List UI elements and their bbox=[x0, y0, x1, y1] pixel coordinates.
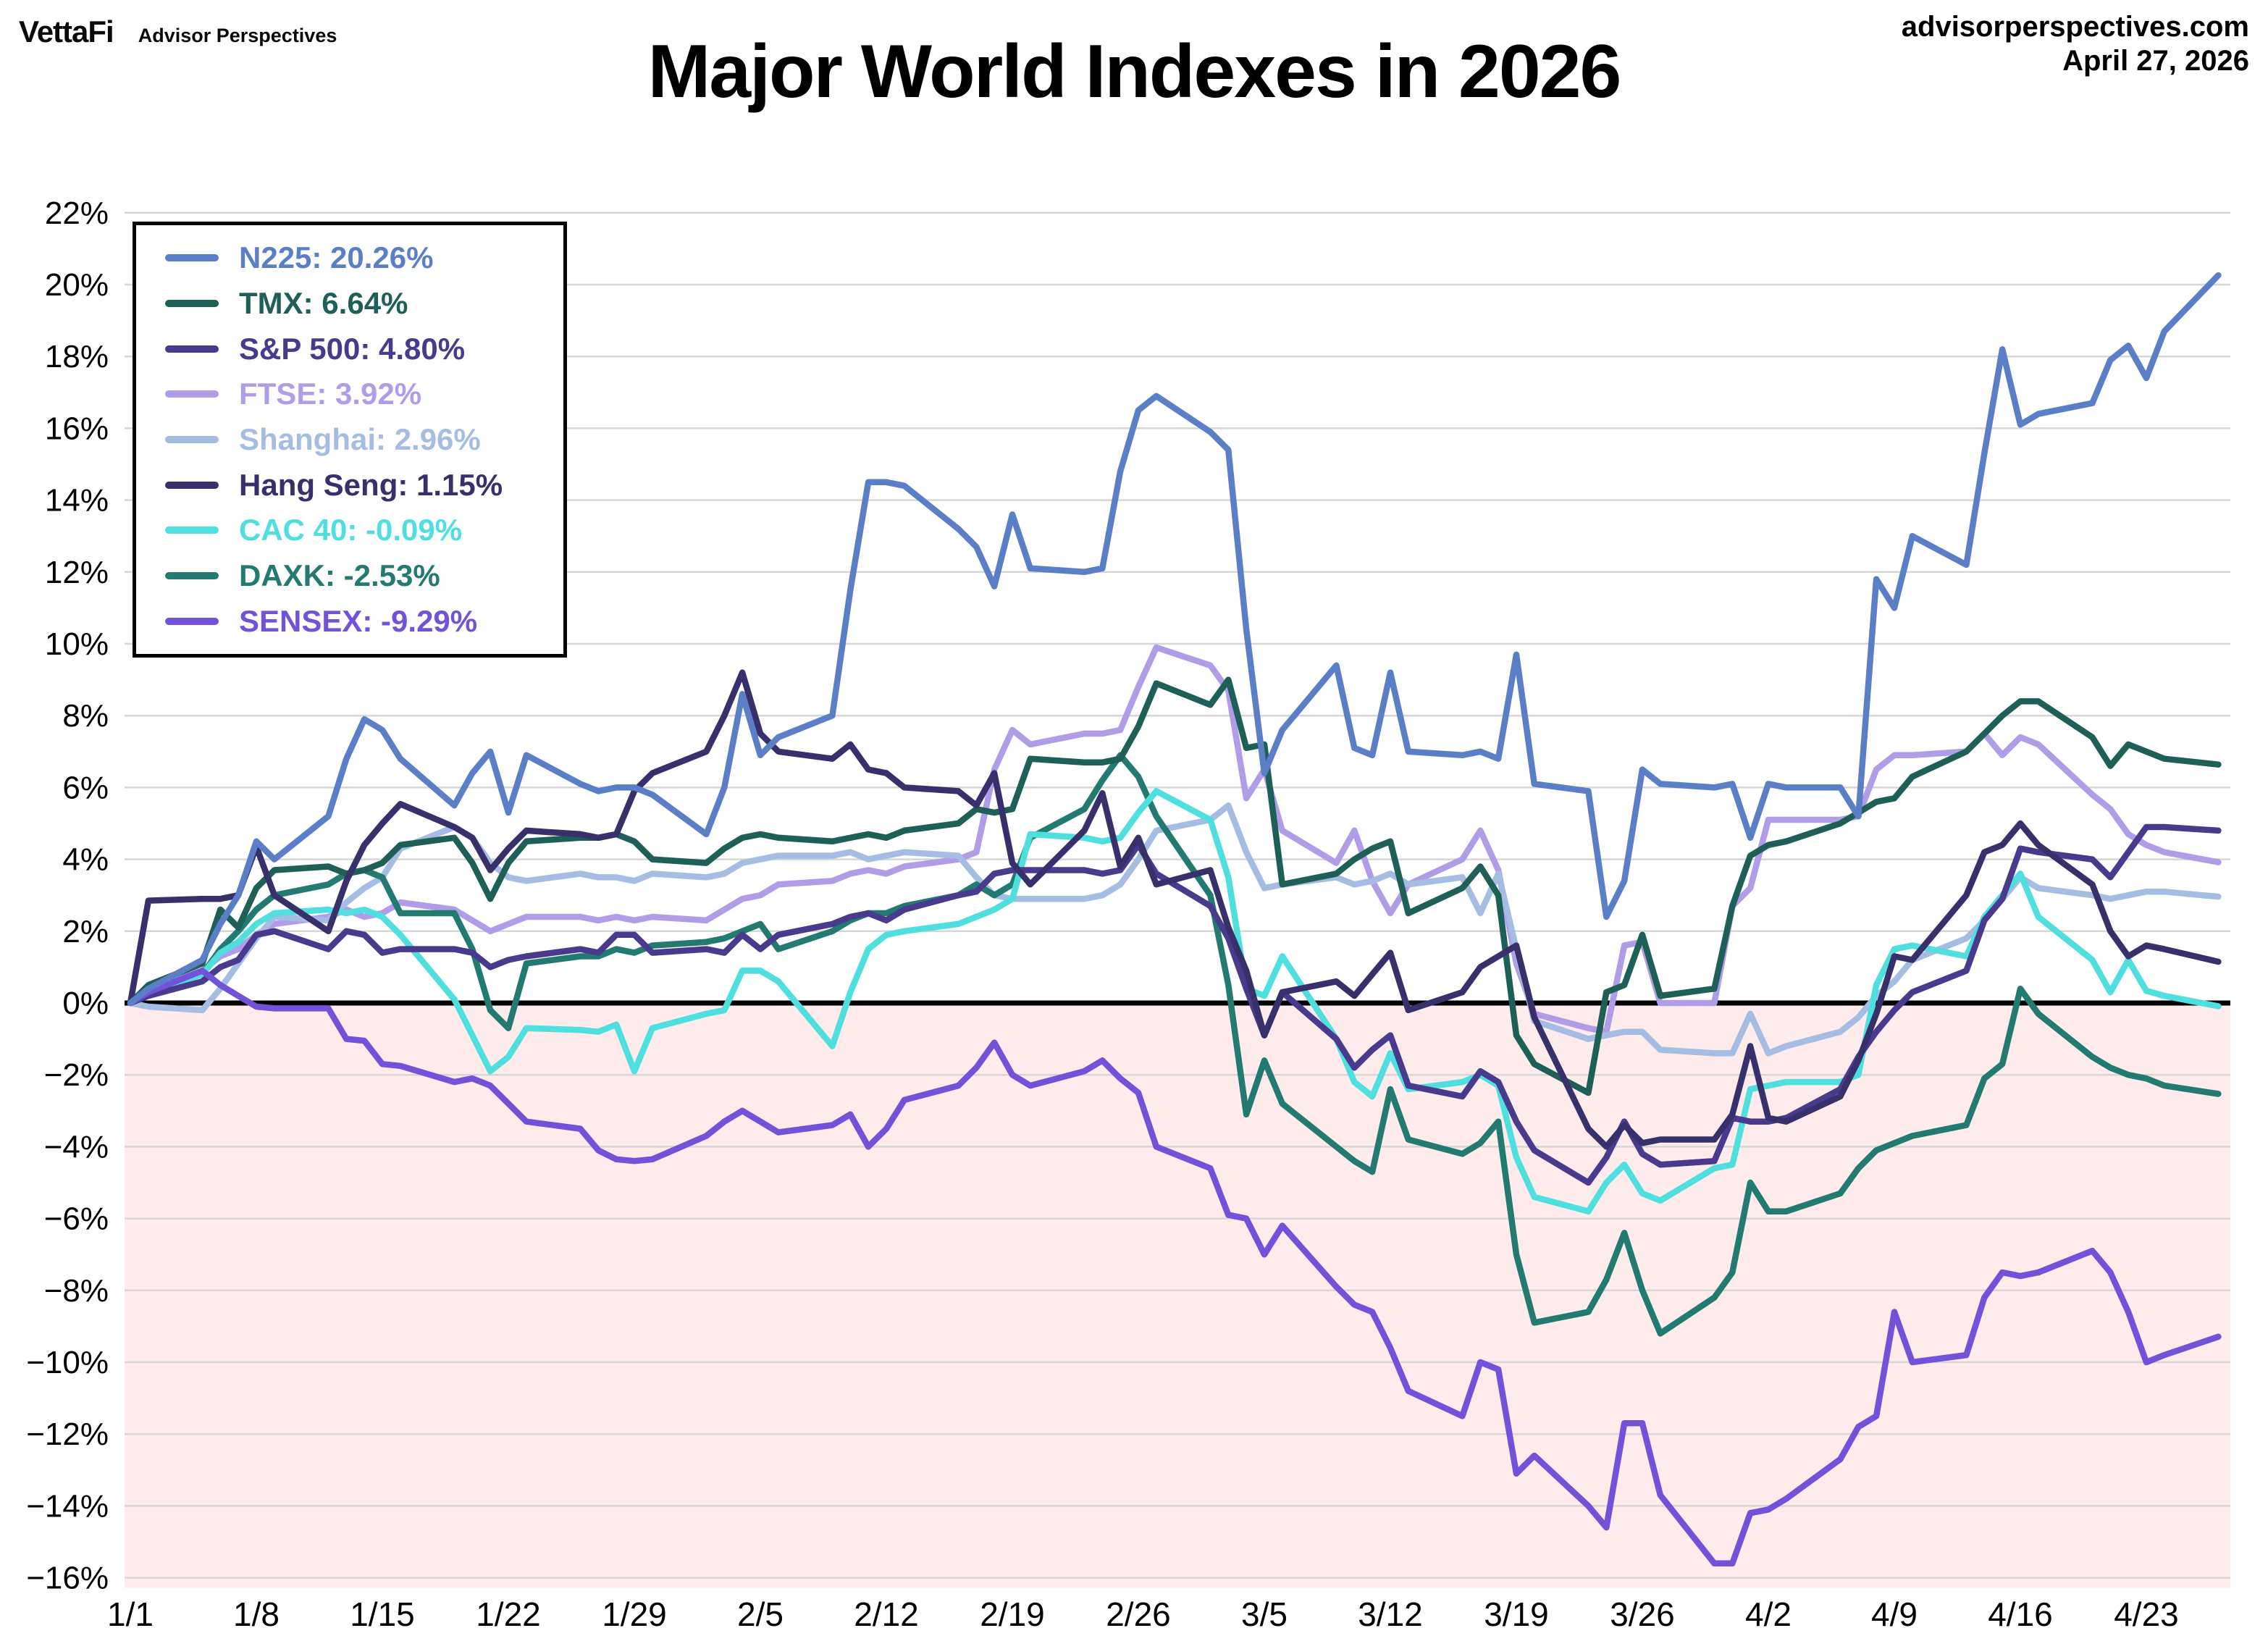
legend-label-shanghai: Shanghai: 2.96% bbox=[239, 421, 481, 456]
legend-label-hang-seng: Hang Seng: 1.15% bbox=[239, 467, 503, 502]
y-tick-label: 6% bbox=[62, 770, 109, 805]
x-tick-label: 4/23 bbox=[2114, 1595, 2179, 1633]
x-tick-label: 3/19 bbox=[1484, 1595, 1549, 1633]
series-line-daxk bbox=[127, 752, 2222, 1337]
y-tick-label: −12% bbox=[26, 1417, 109, 1452]
legend-label-s-p-500: S&P 500: 4.80% bbox=[239, 331, 466, 366]
chart-date: April 27, 2026 bbox=[2062, 45, 2249, 77]
legend-label-n225: N225: 20.26% bbox=[239, 240, 434, 275]
y-tick-label: 10% bbox=[45, 626, 109, 662]
y-tick-label: 22% bbox=[45, 196, 109, 231]
series-line-n225 bbox=[127, 272, 2222, 1007]
series-line-hang-seng bbox=[127, 669, 2222, 1150]
legend-swatch-s-p-500 bbox=[165, 345, 219, 353]
y-tick-label: 16% bbox=[45, 411, 109, 446]
vettafi-logo-text: VettaFi bbox=[19, 14, 114, 49]
legend-item-hang-seng: Hang Seng: 1.15% bbox=[165, 468, 563, 503]
y-tick-label: −4% bbox=[44, 1129, 109, 1165]
x-tick-label: 3/5 bbox=[1241, 1595, 1288, 1633]
legend-item-n225: N225: 20.26% bbox=[165, 240, 563, 275]
legend-swatch-daxk bbox=[165, 571, 219, 579]
advisor-perspectives-text: Advisor Perspectives bbox=[138, 25, 337, 46]
x-tick-label: 4/9 bbox=[1871, 1595, 1918, 1633]
y-tick-label: 2% bbox=[62, 914, 109, 949]
series-line-tmx bbox=[127, 676, 2222, 1096]
series-line-sensex bbox=[127, 968, 2222, 1567]
x-tick-label: 1/29 bbox=[602, 1595, 667, 1633]
y-tick-label: 8% bbox=[62, 698, 109, 734]
y-tick-label: 14% bbox=[45, 483, 109, 519]
y-tick-label: 4% bbox=[62, 842, 109, 878]
x-tick-label: 1/15 bbox=[350, 1595, 415, 1633]
legend-label-sensex: SENSEX: -9.29% bbox=[239, 603, 478, 638]
source-block: advisorperspectives.com April 27, 2026 bbox=[1902, 10, 2249, 78]
y-tick-label: −14% bbox=[26, 1488, 109, 1524]
x-tick-label: 3/12 bbox=[1358, 1595, 1423, 1633]
y-tick-label: 18% bbox=[45, 339, 109, 374]
legend-label-ftse: FTSE: 3.92% bbox=[239, 377, 422, 411]
y-tick-label: −16% bbox=[26, 1561, 109, 1596]
x-tick-label: 1/1 bbox=[107, 1595, 154, 1633]
legend: N225: 20.26% TMX: 6.64% S&P 500: 4.80% FTSE… bbox=[133, 222, 567, 658]
y-tick-label: −2% bbox=[44, 1057, 109, 1093]
vettafi-logo: VettaFi Advisor Perspectives bbox=[19, 14, 337, 49]
x-tick-label: 4/16 bbox=[1988, 1595, 2053, 1633]
legend-label-tmx: TMX: 6.64% bbox=[239, 285, 408, 320]
legend-item-cac-40: CAC 40: -0.09% bbox=[165, 513, 563, 547]
x-tick-label: 2/26 bbox=[1106, 1595, 1171, 1633]
page-title: Major World Indexes in 2026 bbox=[647, 30, 1622, 114]
legend-swatch-cac-40 bbox=[165, 526, 219, 534]
legend-item-shanghai: Shanghai: 2.96% bbox=[165, 422, 563, 457]
y-tick-label: −10% bbox=[26, 1345, 109, 1380]
legend-swatch-tmx bbox=[165, 299, 219, 307]
y-tick-label: 20% bbox=[45, 267, 109, 303]
y-tick-label: 12% bbox=[45, 555, 109, 590]
below-zero-region bbox=[125, 1003, 2230, 1588]
x-tick-label: 3/26 bbox=[1610, 1595, 1675, 1633]
x-tick-label: 1/8 bbox=[233, 1595, 280, 1633]
source-site: advisorperspectives.com bbox=[1901, 11, 2249, 43]
x-tick-label: 4/2 bbox=[1745, 1595, 1792, 1633]
legend-item-tmx: TMX: 6.64% bbox=[165, 286, 563, 321]
legend-swatch-shanghai bbox=[165, 435, 219, 443]
x-tick-label: 2/12 bbox=[854, 1595, 919, 1633]
legend-swatch-ftse bbox=[165, 390, 219, 398]
y-tick-label: 0% bbox=[62, 986, 109, 1021]
legend-item-s-p-500: S&P 500: 4.80% bbox=[165, 332, 563, 366]
x-tick-label: 2/19 bbox=[980, 1595, 1045, 1633]
y-tick-label: −6% bbox=[44, 1201, 109, 1237]
legend-swatch-sensex bbox=[165, 617, 219, 625]
legend-label-daxk: DAXK: -2.53% bbox=[239, 558, 440, 592]
legend-item-ftse: FTSE: 3.92% bbox=[165, 377, 563, 411]
legend-item-daxk: DAXK: -2.53% bbox=[165, 558, 563, 593]
series-line-ftse bbox=[127, 644, 2222, 1035]
x-tick-label: 1/22 bbox=[476, 1595, 541, 1633]
y-tick-label: −8% bbox=[44, 1273, 109, 1309]
legend-swatch-hang-seng bbox=[165, 481, 219, 489]
x-tick-label: 2/5 bbox=[737, 1595, 784, 1633]
legend-label-cac-40: CAC 40: -0.09% bbox=[239, 513, 463, 547]
legend-item-sensex: SENSEX: -9.29% bbox=[165, 604, 563, 639]
legend-swatch-n225 bbox=[165, 254, 219, 262]
